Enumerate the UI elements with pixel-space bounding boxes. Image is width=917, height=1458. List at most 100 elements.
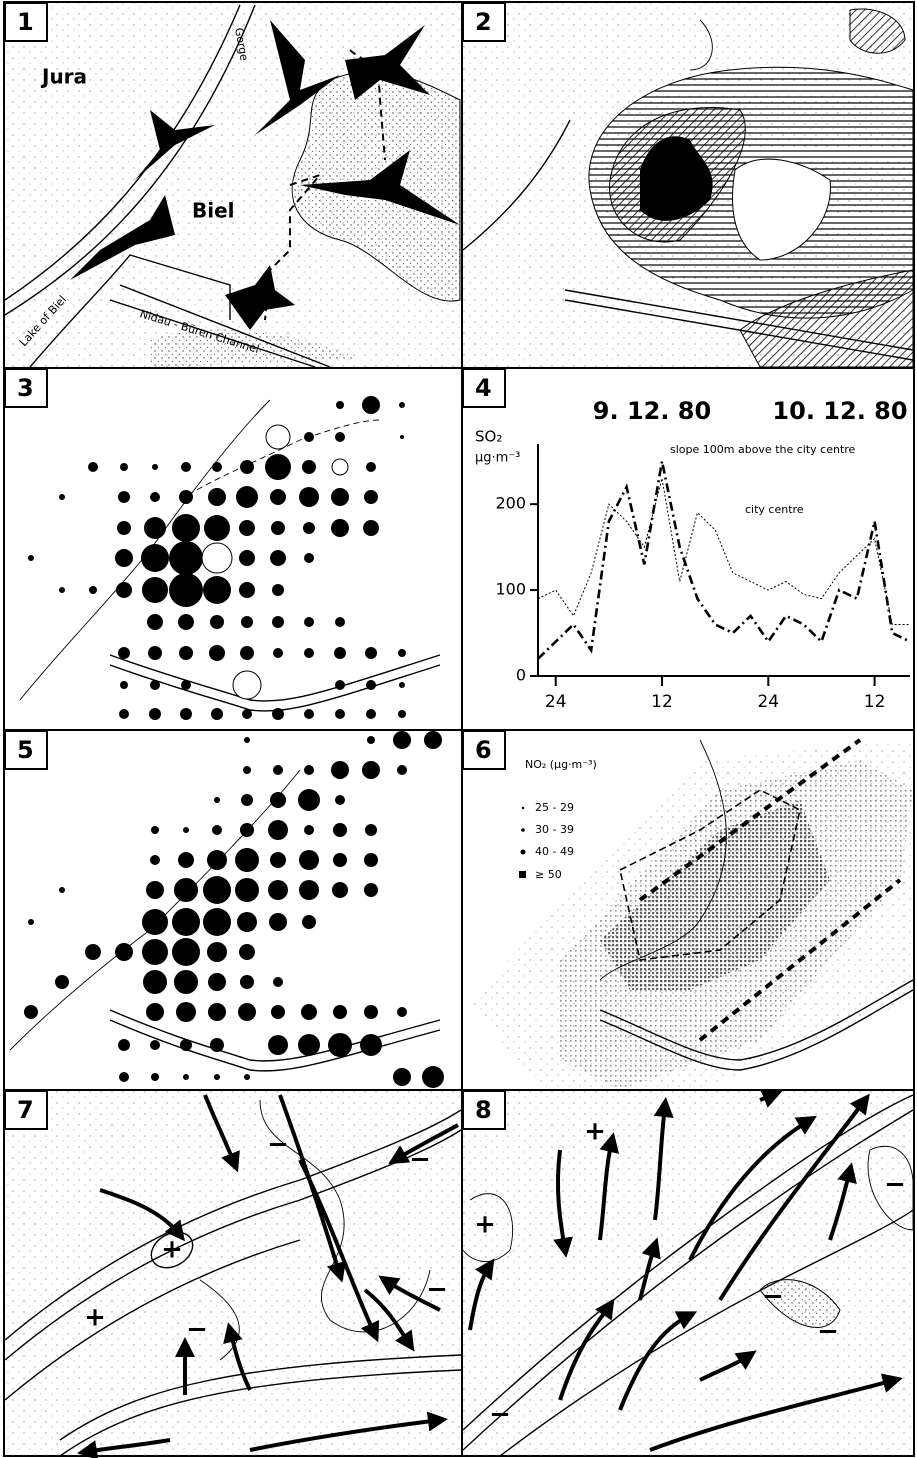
panel-3-map-g-circle — [59, 494, 65, 500]
panel-3-map-g-circle — [178, 614, 194, 630]
panel-4-chart: 0100200241224129. 12. 8010. 12. 80SO₂µg·… — [475, 397, 910, 712]
panel-3-map-g — [28, 396, 406, 720]
panel-3-map-g-circle — [150, 680, 160, 690]
panel-5-map-g-circle — [180, 1039, 192, 1051]
panel-3-map-g-circle — [303, 522, 315, 534]
pressure-sign: + — [161, 1235, 183, 1265]
panel-5-map-g-circle — [304, 765, 314, 775]
panel-5-map-g-circle — [235, 878, 259, 902]
panel-5-map-g-circle — [241, 794, 253, 806]
panel-3-map-g-circle — [120, 681, 128, 689]
panel-5-map-g-circle — [143, 970, 167, 994]
panel-5-map-g-circle — [268, 820, 288, 840]
panel-5-map-g-circle — [142, 939, 168, 965]
panel-3-map-g-circle — [119, 709, 129, 719]
date-label: 10. 12. 80 — [772, 397, 907, 425]
panel-3-map — [20, 396, 440, 720]
panel-5-map-g-circle — [244, 1074, 250, 1080]
panel-5-map-g-circle — [115, 943, 133, 961]
panel-5-map-g-circle — [298, 789, 320, 811]
panel-3-map-g-circle — [120, 463, 128, 471]
panel-3-map-g-circle — [115, 549, 133, 567]
panel-5-map-g-circle — [304, 825, 314, 835]
panel-3-map-g-circle — [304, 709, 314, 719]
panel-3-map-g-circle — [116, 582, 132, 598]
panel-3-map-g-circle — [398, 710, 406, 718]
pressure-sign: + — [84, 1303, 106, 1333]
panel-number: 8 — [475, 1096, 492, 1124]
y-tick-label: 200 — [495, 494, 526, 513]
legend-entry: 25 - 29 — [535, 801, 574, 814]
x-tick-label: 24 — [545, 692, 567, 712]
x-tick-label: 12 — [651, 692, 673, 712]
panel-7-map-rect — [5, 1091, 461, 1456]
panel-3-map-g-circle — [240, 460, 254, 474]
panel-3-map-g-circle — [180, 708, 192, 720]
pressure-sign: − — [489, 1400, 511, 1430]
panel-6-map-circle — [521, 828, 525, 832]
panel-5-map-g-circle — [243, 766, 251, 774]
panel-6-map-circle — [521, 850, 526, 855]
panel-5-map-g-circle — [183, 827, 189, 833]
panel-3-map-g-circle — [334, 647, 346, 659]
panel-5-map-g-circle — [146, 881, 164, 899]
panel-5-map-g-circle — [150, 855, 160, 865]
panel-5-map-g-circle — [269, 913, 287, 931]
panel-3-map-g-circle — [148, 646, 162, 660]
panel-5-map-g-circle — [28, 919, 34, 925]
panel-5-map-g-circle — [203, 876, 231, 904]
panel-5-map-g-circle — [331, 761, 349, 779]
panel-5-map-g-circle — [273, 977, 283, 987]
panel-5-map-g-circle — [151, 826, 159, 834]
panel-5-map-g-circle — [299, 850, 319, 870]
pressure-sign: − — [186, 1315, 208, 1345]
panel-8-map-rect — [463, 1091, 913, 1456]
pressure-sign: + — [584, 1117, 606, 1147]
panel-5-map-g-circle — [240, 975, 254, 989]
panel-3-map-g-circle — [142, 577, 168, 603]
panel-3-map-g-circle — [335, 709, 345, 719]
panel-5-map-g-circle — [273, 765, 283, 775]
panel-3-map-g-circle — [210, 615, 224, 629]
panel-5-map-g-circle — [393, 1068, 411, 1086]
panel-number: 4 — [475, 374, 492, 402]
panel-3-map-g-circle — [149, 708, 161, 720]
date-label: 9. 12. 80 — [593, 397, 711, 425]
panel-3-map-g-circle — [366, 462, 376, 472]
panel-3-map-g-circle — [270, 489, 286, 505]
panel-5-map-g-circle — [333, 853, 347, 867]
panel-3-map-g-circle — [117, 521, 131, 535]
panel-3-map-g-circle — [169, 541, 203, 575]
panel-5-map-g-circle — [268, 880, 288, 900]
x-tick-label: 12 — [864, 692, 886, 712]
panel-3-map-g-circle — [28, 555, 34, 561]
panel-3-map-g-circle — [366, 680, 376, 690]
panel-3-map-g-circle — [304, 432, 314, 442]
panel-5-map-g-circle — [328, 1033, 352, 1057]
panel-number: 3 — [17, 374, 34, 402]
panel-5-map-g-circle — [203, 908, 231, 936]
panel-5-map-g-circle — [235, 848, 259, 872]
panel-5-map-g-circle — [270, 792, 286, 808]
panel-5-map-g-circle — [178, 852, 194, 868]
panel-1-map — [5, 3, 461, 367]
panel-3-map-g-circle — [335, 432, 345, 442]
panel-3-map-g-circle — [364, 490, 378, 504]
y-tick-label: 0 — [516, 666, 526, 685]
panel-5-map-g-circle — [271, 1005, 285, 1019]
panel-5-map-g-circle — [335, 795, 345, 805]
pressure-sign: + — [474, 1210, 496, 1240]
panel-number: 2 — [475, 8, 492, 36]
panel-8-map — [463, 1091, 913, 1456]
panel-3-map-g-circle — [304, 553, 314, 563]
panel-5-map-g-circle — [238, 1003, 256, 1021]
panel-number: 6 — [475, 736, 492, 764]
panel-3-map-g-circle — [88, 462, 98, 472]
panel-number: 5 — [17, 736, 34, 764]
panel-3-map-g-circle — [59, 587, 65, 593]
series-label: city centre — [745, 503, 804, 516]
panel-3-map-g-circle — [302, 460, 316, 474]
panel-5-map-g-circle — [360, 1034, 382, 1056]
panel-5-map-g-circle — [270, 852, 286, 868]
panel-3-map-g-circle — [239, 520, 255, 536]
